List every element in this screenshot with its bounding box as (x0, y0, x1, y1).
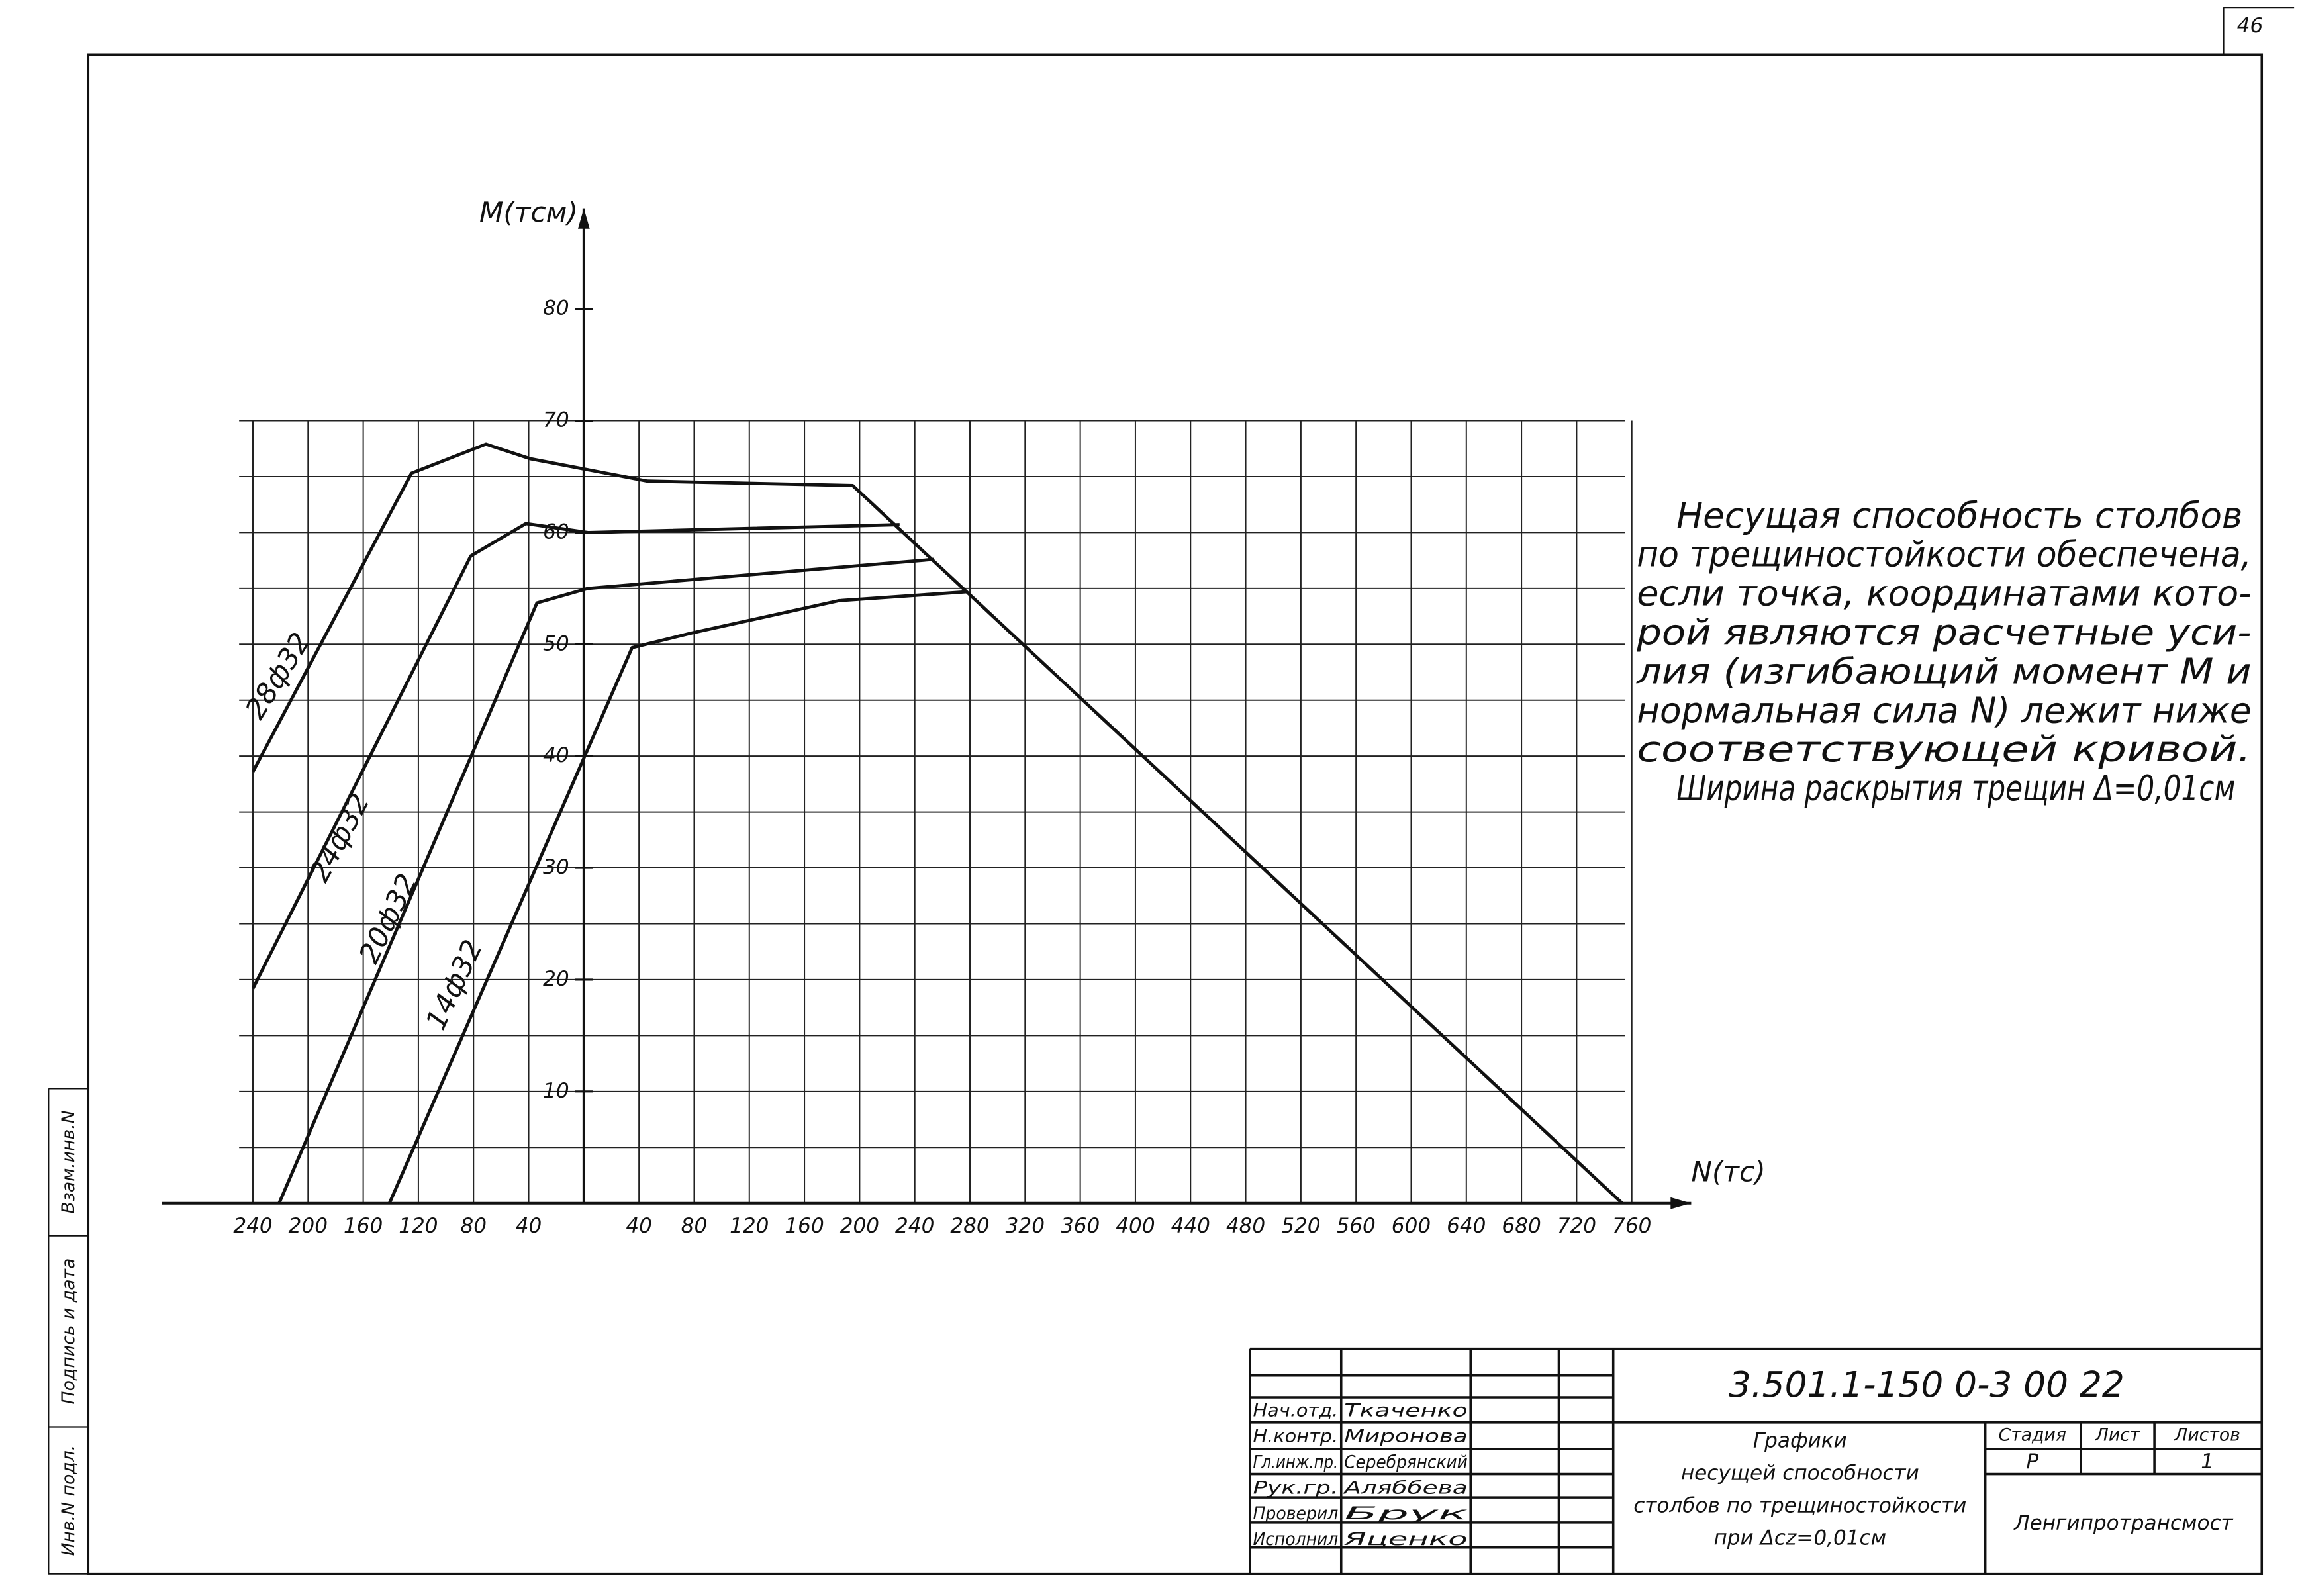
staff-name: Брук (1344, 1503, 1468, 1524)
x-tick-label: 560 (1337, 1214, 1376, 1238)
staff-role: Н.контр. (1253, 1427, 1338, 1447)
staff-name: Яценко (1343, 1529, 1467, 1550)
frame-lines (48, 6, 2295, 1575)
x-tick-label: 720 (1557, 1214, 1596, 1238)
x-tick-label: 160 (785, 1214, 824, 1238)
staff-name: Миронова (1344, 1427, 1468, 1447)
block-header: Листов (2174, 1425, 2240, 1445)
sheet-number: 46 (2237, 14, 2264, 38)
x-tick-label: 760 (1612, 1214, 1651, 1238)
note-line: если точка, координатами кото- (1637, 573, 2251, 614)
title-block-text: 3.501.1-150 0-3 00 22 Нач.отд. Ткаченко Н.к… (1253, 1364, 2240, 1550)
staff-name: Ткаченко (1344, 1401, 1468, 1421)
y-axis-arrow (577, 208, 590, 229)
x-axis-label: N(тс) (1691, 1156, 1765, 1188)
x-tick-label: 600 (1392, 1214, 1431, 1238)
x-tick-label: 320 (1006, 1214, 1045, 1238)
staff-role: Исполнил (1253, 1529, 1338, 1550)
frame (87, 53, 2264, 1575)
doc-title: при Δcz=0,01см (1713, 1526, 1886, 1550)
x-axis-arrow (1670, 1197, 1692, 1209)
x-tick-label: 200 (840, 1214, 879, 1238)
staff-role: Гл.инж.пр. (1253, 1452, 1338, 1472)
staff-name: Аляббева (1342, 1478, 1467, 1498)
x-tick-label: 480 (1226, 1214, 1265, 1238)
note-line: нормальная сила N) лежит ниже (1637, 690, 2251, 731)
sheets: 1 (2201, 1450, 2214, 1474)
x-tick-label: 640 (1447, 1214, 1486, 1238)
note-line: Несущая способность столбов (1676, 495, 2242, 536)
y-tick-label: 80 (543, 297, 569, 320)
staff-role: Проверил (1253, 1503, 1338, 1524)
staff-name: Серебрянский (1344, 1452, 1468, 1472)
x-tick-label: 520 (1281, 1214, 1320, 1238)
x-tick-label: 80 (681, 1214, 708, 1238)
x-tick-label: 200 (289, 1214, 328, 1238)
y-tick-label: 70 (543, 408, 569, 432)
curve (251, 442, 1623, 1205)
doc-title: Графики (1753, 1429, 1847, 1453)
y-tick-label: 20 (543, 967, 569, 991)
x-tick-label: 240 (233, 1214, 272, 1238)
doc-title: несущей способности (1681, 1462, 1919, 1485)
staff-role: Нач.отд. (1253, 1401, 1338, 1421)
y-tick-label: 40 (543, 743, 569, 767)
title-block (1249, 1347, 2262, 1574)
block-header: Стадия (1999, 1425, 2066, 1445)
x-tick-label: 160 (344, 1214, 383, 1238)
organization: Ленгипротрансмост (2013, 1511, 2233, 1535)
x-tick-label: 40 (516, 1214, 542, 1238)
stage: Р (2026, 1450, 2038, 1474)
margin-label: Подпись и дата (58, 1258, 79, 1405)
note-line: по трещиностойкости обеспечена, (1637, 534, 2251, 575)
block-header: Лист (2095, 1425, 2141, 1445)
curve (387, 590, 968, 1204)
x-tick-label: 280 (950, 1214, 989, 1238)
margin-label: Взам.инв.N (58, 1110, 79, 1213)
margin-label: Инв.N подл. (58, 1445, 79, 1556)
y-tick-label: 10 (543, 1079, 569, 1103)
note-line: лия (изгибающий момент M и (1636, 651, 2252, 692)
doc-code: 3.501.1-150 0-3 00 22 (1729, 1364, 2125, 1405)
y-tick-label: 60 (543, 520, 569, 543)
x-tick-label: 680 (1502, 1214, 1541, 1238)
note-line: соответствующей кривой. (1637, 729, 2251, 770)
curve (251, 522, 900, 990)
x-tick-label: 120 (730, 1214, 769, 1238)
doc-title: столбов по трещиностойкости (1633, 1493, 1966, 1517)
note-line: Ширина раскрытия трещин Δ=0,01см (1676, 768, 2235, 809)
x-tick-label: 440 (1171, 1214, 1210, 1238)
x-tick-label: 400 (1116, 1214, 1155, 1238)
y-tick-label: 50 (543, 632, 569, 655)
x-tick-label: 80 (460, 1214, 487, 1238)
curve (277, 557, 935, 1204)
y-tick-label: 30 (543, 855, 569, 879)
x-tick-label: 240 (895, 1214, 934, 1238)
x-tick-label: 360 (1061, 1214, 1100, 1238)
x-tick-label: 40 (626, 1214, 652, 1238)
y-axis-label: M(тсм) (479, 196, 578, 228)
note-line: рой являются расчетные уси- (1636, 612, 2252, 653)
staff-role: Рук.гр. (1253, 1478, 1338, 1498)
x-tick-label: 120 (399, 1214, 438, 1238)
